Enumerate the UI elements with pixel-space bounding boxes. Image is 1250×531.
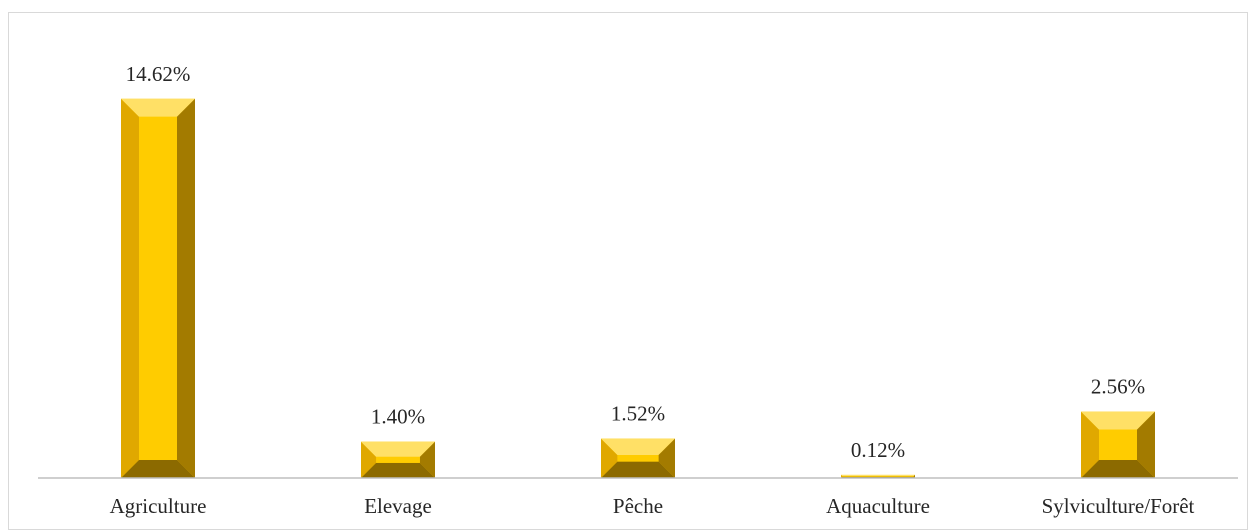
labels-layer: 14.62% 1.40% 1.52% 0.12% 2.56% <box>126 62 1146 462</box>
bar-face <box>1099 429 1137 460</box>
bar-bevel-top <box>841 474 915 477</box>
bar-bevel-right <box>658 438 675 478</box>
x-tick-label: Elevage <box>364 494 432 518</box>
bar-bevel-top <box>121 98 195 117</box>
bar-face <box>139 116 177 460</box>
data-label: 2.56% <box>1091 375 1145 399</box>
bar-bevel-top <box>601 438 675 456</box>
bar-bevel-bottom <box>121 460 195 478</box>
bar-bevel-left <box>121 98 139 478</box>
x-tick-labels: Agriculture Elevage Pêche Aquaculture Sylvic… <box>110 494 1195 518</box>
bar-face <box>842 476 914 477</box>
bar-bevel-left <box>601 438 618 478</box>
bars-layer <box>121 98 1155 478</box>
bar-face <box>617 455 659 462</box>
bar-bevel-left <box>1081 411 1099 478</box>
bar-bevel-top <box>361 441 435 457</box>
bar-bevel-right <box>913 474 915 478</box>
data-label: 0.12% <box>851 438 905 462</box>
bar-bevel-left <box>841 474 843 478</box>
x-tick-label: Pêche <box>613 494 663 518</box>
bar-bevel-right <box>1137 411 1155 478</box>
x-tick-label: Sylviculture/Forêt <box>1042 494 1195 518</box>
bar-elevage <box>361 441 435 478</box>
x-tick-label: Agriculture <box>110 494 207 518</box>
bar-agriculture <box>121 98 195 478</box>
data-label: 1.52% <box>611 402 665 426</box>
bar-sylviculture-for-t <box>1081 411 1155 478</box>
bar-bevel-right <box>177 98 195 478</box>
bar-bevel-bottom <box>361 462 435 478</box>
bar-bevel-bottom <box>1081 460 1155 478</box>
bar-bevel-bottom <box>601 461 675 478</box>
bar-p-che <box>601 438 675 478</box>
data-label: 1.40% <box>371 405 425 429</box>
bar-bevel-top <box>1081 411 1155 430</box>
bar-bevel-left <box>361 441 377 478</box>
x-tick-label: Aquaculture <box>826 494 930 518</box>
bar-face <box>376 456 420 463</box>
bar-bevel-right <box>419 441 435 478</box>
data-label: 14.62% <box>126 62 191 86</box>
